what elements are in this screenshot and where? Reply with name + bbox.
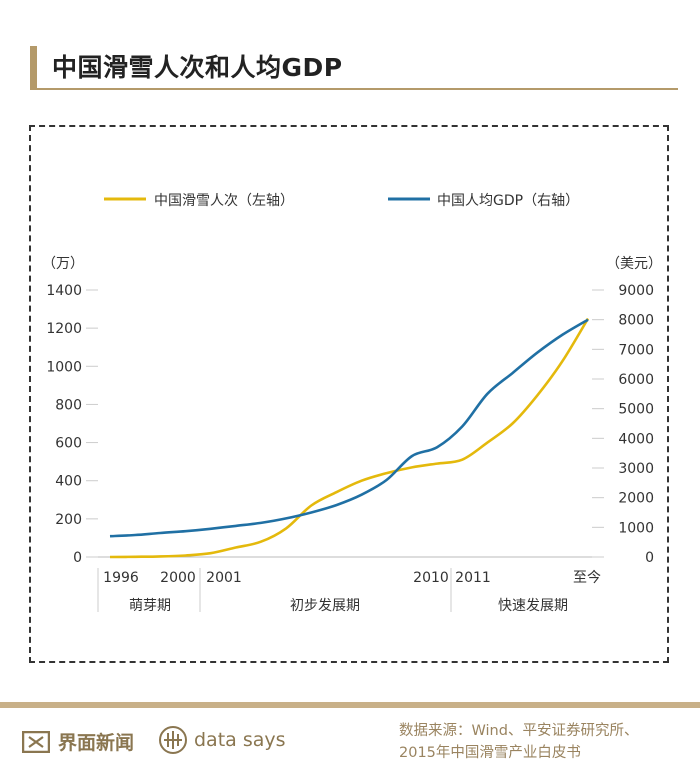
axes-layer: 1400120010008006004002000900080007000600… bbox=[46, 283, 654, 614]
left-tick-label: 200 bbox=[55, 512, 82, 528]
footer-rule bbox=[0, 702, 700, 708]
phase-label: 初步发展期 bbox=[290, 597, 360, 614]
x-tick-label: 2010 bbox=[413, 570, 449, 586]
legend-label-skiing: 中国滑雪人次（左轴） bbox=[154, 192, 294, 209]
x-tick-label: 至今 bbox=[573, 570, 601, 586]
phase-label: 萌芽期 bbox=[129, 598, 171, 614]
x-tick-label: 2001 bbox=[206, 570, 242, 586]
chart-frame bbox=[29, 125, 669, 663]
right-tick-label: 5000 bbox=[618, 402, 654, 418]
series-line-skiing bbox=[109, 317, 590, 559]
source-line-1: 数据来源：Wind、平安证券研究所、 bbox=[399, 723, 639, 739]
series-line-gdp bbox=[109, 318, 589, 538]
chart: 中国滑雪人次（左轴） 中国人均GDP（右轴） （万） （美元） 1400 1200… bbox=[42, 192, 662, 614]
right-tick-label: 0 bbox=[645, 550, 654, 566]
brand-logo: 界面新闻 bbox=[22, 728, 134, 755]
source-line-2: 2015年中国滑雪产业白皮书 bbox=[399, 745, 581, 761]
right-tick-label: 1000 bbox=[618, 520, 654, 536]
data-says-icon bbox=[159, 726, 187, 754]
data-says-logo: data says bbox=[158, 725, 286, 755]
left-tick-label: 600 bbox=[55, 436, 82, 452]
series-layer bbox=[109, 317, 590, 559]
x-tick-label: 2000 bbox=[160, 570, 196, 586]
title-rule bbox=[30, 88, 678, 90]
x-tick-label: 2011 bbox=[455, 570, 491, 586]
legend-label-gdp: 中国人均GDP（右轴） bbox=[437, 193, 579, 209]
data-says-label: data says bbox=[194, 729, 286, 751]
right-tick-label: 4000 bbox=[618, 431, 654, 447]
left-tick-label: 1000 bbox=[46, 359, 82, 375]
left-tick-label: 1400 bbox=[46, 283, 82, 299]
left-axis-unit: （万） bbox=[42, 256, 84, 272]
left-tick-label: 800 bbox=[55, 397, 82, 413]
jiemian-logo-icon bbox=[22, 730, 50, 753]
data-source: 数据来源：Wind、平安证券研究所、 2015年中国滑雪产业白皮书 bbox=[399, 720, 638, 764]
brand-name: 界面新闻 bbox=[58, 732, 135, 754]
right-tick-label: 2000 bbox=[618, 491, 654, 507]
left-tick-label: 400 bbox=[55, 474, 82, 490]
right-tick-label: 7000 bbox=[618, 342, 654, 358]
right-tick-label: 6000 bbox=[618, 372, 654, 388]
left-tick-label: 1200 bbox=[46, 321, 82, 337]
right-tick-label: 9000 bbox=[618, 283, 654, 299]
title-accent-bar bbox=[30, 46, 37, 88]
right-tick-label: 3000 bbox=[618, 461, 654, 477]
right-axis-unit: （美元） bbox=[606, 256, 662, 272]
left-tick-label: 0 bbox=[73, 550, 82, 566]
x-tick-label: 1996 bbox=[103, 570, 139, 586]
right-tick-label: 8000 bbox=[618, 313, 654, 329]
phase-label: 快速发展期 bbox=[498, 598, 568, 614]
chart-title: 中国滑雪人次和人均GDP bbox=[52, 53, 343, 82]
